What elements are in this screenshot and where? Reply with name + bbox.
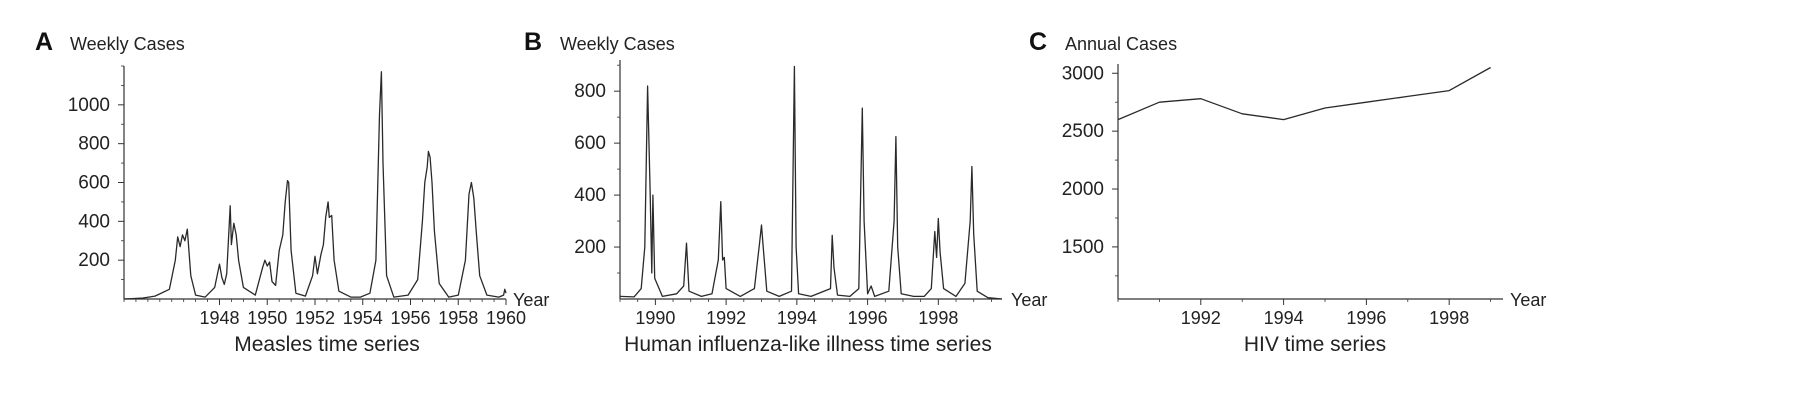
panel-b-y-tick-label: 400 bbox=[574, 185, 606, 206]
panel-b-x-tick-label: 1996 bbox=[848, 308, 888, 328]
panel-a-y-tick-label: 1000 bbox=[68, 95, 110, 116]
panel-a-x-tick-label: 1948 bbox=[199, 308, 239, 328]
panel-a-group: 1948 1950 1952 1954 1956 1958 1960 200 400 600 800… bbox=[35, 28, 549, 356]
panel-a-y-tick-label: 400 bbox=[78, 211, 110, 232]
panel-a-panel-label: A bbox=[35, 28, 53, 56]
panel-a-y-tick-label: 600 bbox=[78, 173, 110, 194]
panel-a-x-tick-label: 1958 bbox=[438, 308, 478, 328]
panel-a-x-tick-label: 1954 bbox=[343, 308, 383, 328]
panel-a-x-tick-label: 1960 bbox=[486, 308, 526, 328]
panel-b-series-line bbox=[619, 65, 1003, 300]
panel-b-y-tick-label: 800 bbox=[574, 81, 606, 102]
panel-b-y-axis-title: Weekly Cases bbox=[560, 34, 675, 54]
panel-c-y-tick-label: 2000 bbox=[1062, 179, 1104, 200]
panel-c-x-axis-unit: Year bbox=[1510, 290, 1546, 310]
panel-c-x-tick-label: 1998 bbox=[1429, 308, 1469, 328]
panel-c-series-line bbox=[1117, 66, 1491, 121]
panel-c-x-axis-title: HIV time series bbox=[1244, 333, 1386, 356]
panel-a-y-axis-title: Weekly Cases bbox=[70, 34, 185, 54]
panel-c-y-tick-label: 2500 bbox=[1062, 121, 1104, 142]
panel-c-x-tick-label: 1992 bbox=[1181, 308, 1221, 328]
panel-c-y-tick-label: 3000 bbox=[1062, 63, 1104, 84]
panel-a-x-tick-label: 1950 bbox=[247, 308, 287, 328]
panel-a-series-line bbox=[123, 71, 507, 300]
panel-c-group: 1992 1994 1996 1998 1500 2000 2500 3000 C Annual … bbox=[1029, 28, 1546, 356]
panel-b-x-tick-label: 1994 bbox=[777, 308, 817, 328]
panel-b-panel-label: B bbox=[524, 28, 542, 56]
panel-b-group: 1990 1992 1994 1996 1998 200 400 600 800 B Weekly … bbox=[524, 28, 1047, 356]
panel-b-y-tick-label: 600 bbox=[574, 133, 606, 154]
panel-b-y-tick-label: 200 bbox=[574, 237, 606, 258]
panel-b-x-tick-label: 1990 bbox=[635, 308, 675, 328]
panel-b-x-tick-label: 1998 bbox=[918, 308, 958, 328]
panel-a-x-tick-label: 1956 bbox=[390, 308, 430, 328]
panel-c-y-axis-title: Annual Cases bbox=[1065, 34, 1177, 54]
panel-c-x-tick-label: 1994 bbox=[1264, 308, 1304, 328]
panel-b-x-axis-title: Human influenza-like illness time series bbox=[624, 333, 992, 356]
panel-a-x-axis-title: Measles time series bbox=[234, 333, 420, 356]
panel-a-y-tick-label: 800 bbox=[78, 134, 110, 155]
panel-b-x-axis-unit: Year bbox=[1011, 290, 1047, 310]
panel-b-x-tick-label: 1992 bbox=[706, 308, 746, 328]
panel-a-y-tick-label: 200 bbox=[78, 250, 110, 271]
panel-c-y-tick-label: 1500 bbox=[1062, 237, 1104, 258]
panel-a-x-tick-label: 1952 bbox=[295, 308, 335, 328]
panel-c-x-tick-label: 1996 bbox=[1346, 308, 1386, 328]
panel-a-x-axis-unit: Year bbox=[513, 290, 549, 310]
panel-c-panel-label: C bbox=[1029, 28, 1047, 56]
